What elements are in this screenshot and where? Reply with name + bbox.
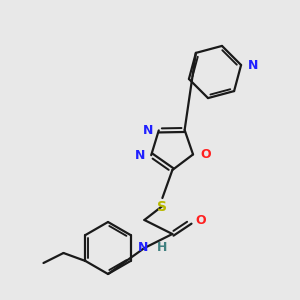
Text: S: S	[158, 200, 167, 214]
Text: N: N	[248, 58, 259, 71]
Text: O: O	[200, 148, 211, 161]
Text: N: N	[135, 149, 145, 162]
Text: O: O	[195, 214, 206, 227]
Text: N: N	[142, 124, 153, 137]
Text: N: N	[138, 242, 148, 254]
Text: H: H	[156, 242, 167, 254]
